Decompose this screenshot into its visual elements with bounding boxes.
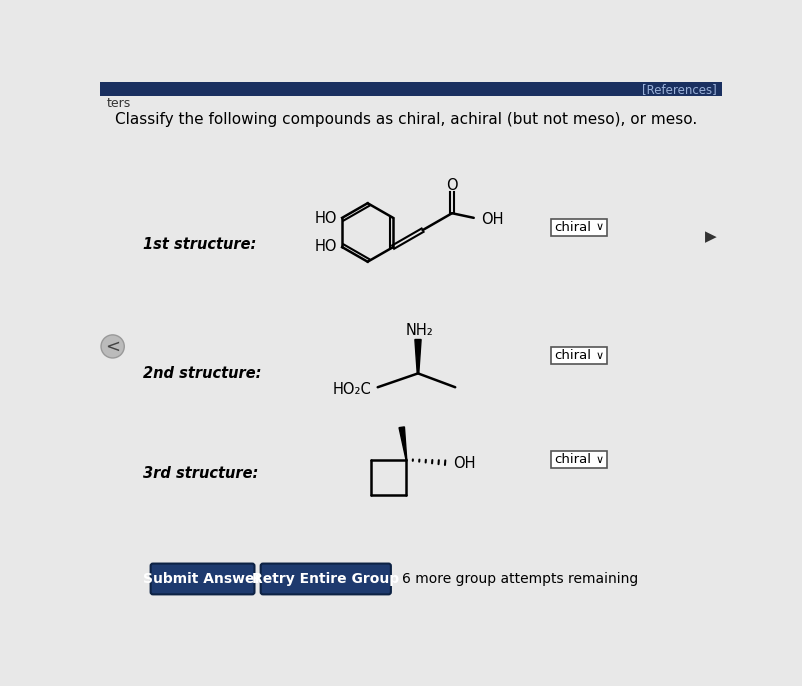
Circle shape [101,335,124,358]
Text: HO: HO [315,239,338,254]
Text: ▶: ▶ [705,229,717,244]
Text: HO: HO [315,211,338,226]
Bar [100,82,722,96]
Text: chiral: chiral [554,453,592,466]
Text: ∨: ∨ [595,222,603,232]
Text: HO₂C: HO₂C [333,382,371,397]
Text: O: O [446,178,458,193]
Text: 2nd structure:: 2nd structure: [143,366,261,381]
Text: OH: OH [453,456,476,471]
FancyBboxPatch shape [151,564,254,594]
FancyBboxPatch shape [261,564,391,594]
Text: OH: OH [481,212,504,227]
FancyBboxPatch shape [551,451,607,468]
Text: 1st structure:: 1st structure: [143,237,257,252]
Text: 6 more group attempts remaining: 6 more group attempts remaining [403,572,638,586]
Polygon shape [399,427,407,460]
FancyBboxPatch shape [551,347,607,364]
Text: Retry Entire Group: Retry Entire Group [252,572,399,586]
Text: NH₂: NH₂ [406,322,433,338]
Text: chiral: chiral [554,349,592,362]
Text: Classify the following compounds as chiral, achiral (but not meso), or meso.: Classify the following compounds as chir… [115,112,698,127]
Polygon shape [415,340,421,373]
Text: ∨: ∨ [595,455,603,464]
Text: chiral: chiral [554,221,592,233]
Text: [References]: [References] [642,83,716,96]
Text: ters: ters [107,97,131,110]
Text: ∨: ∨ [595,351,603,361]
Text: <: < [105,338,120,355]
Text: Submit Answer: Submit Answer [144,572,261,586]
FancyBboxPatch shape [551,219,607,235]
Text: 3rd structure:: 3rd structure: [143,466,258,481]
